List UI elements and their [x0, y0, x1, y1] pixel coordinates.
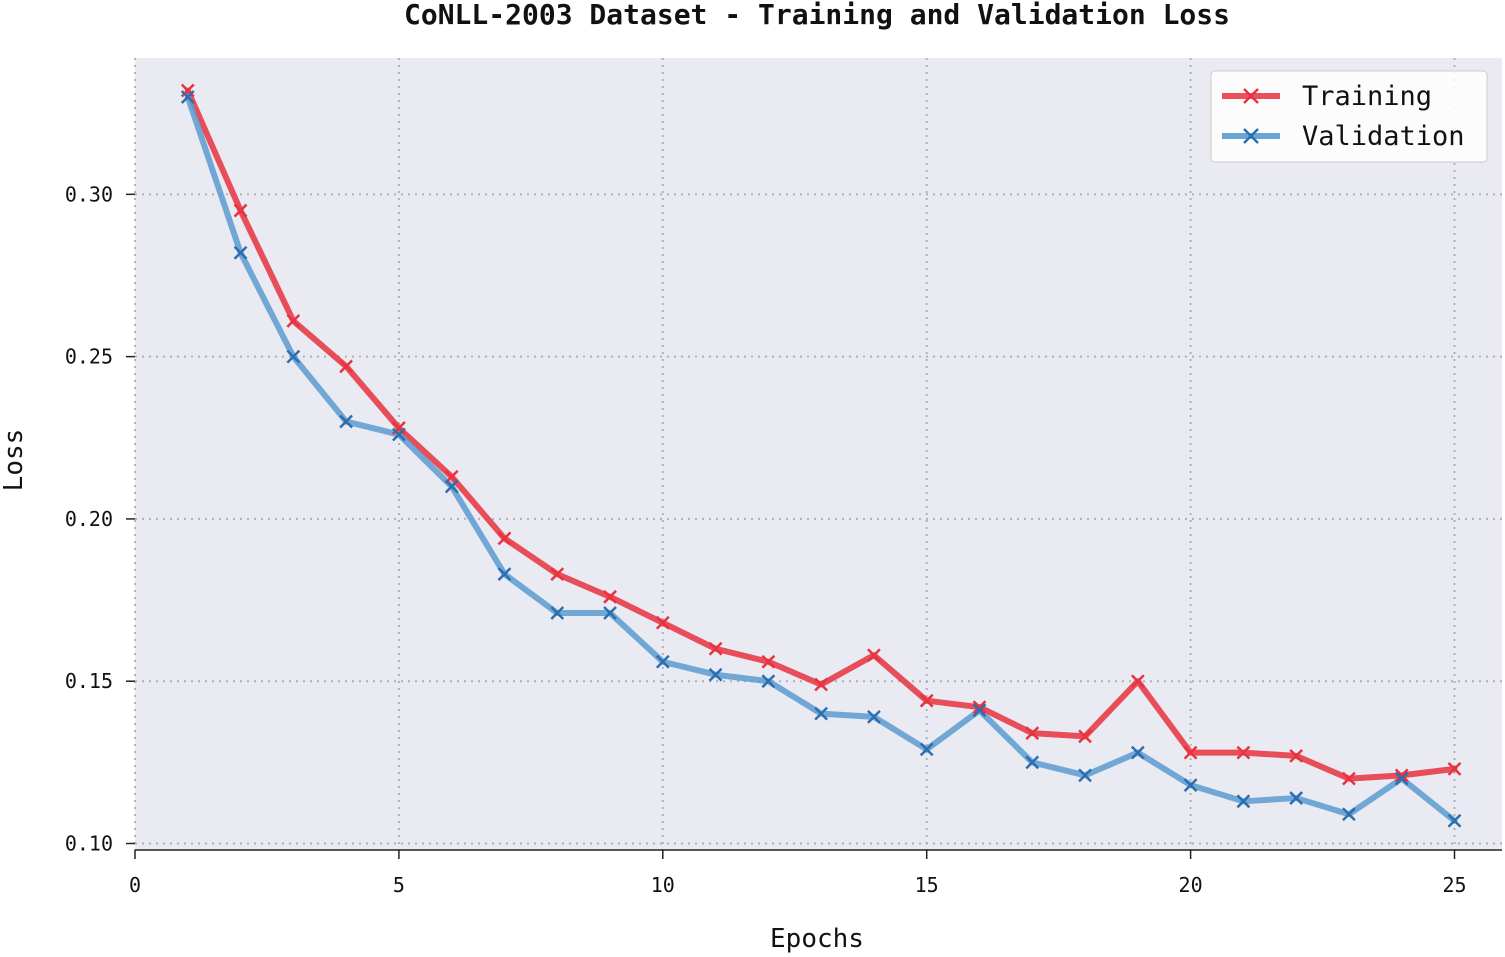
data-point-validation	[550, 606, 565, 620]
data-point-validation	[708, 667, 723, 682]
legend-training-marker	[1243, 88, 1259, 104]
legend-training-label: Training	[1302, 81, 1432, 112]
x-axis-label: Epochs	[770, 924, 864, 954]
legend-validation-marker	[1243, 128, 1259, 144]
data-point-validation	[919, 742, 934, 757]
data-point-validation	[180, 90, 195, 104]
data-point-training	[761, 654, 776, 669]
data-point-training	[708, 641, 723, 656]
data-point-validation	[972, 703, 987, 718]
data-point-training	[972, 700, 987, 715]
data-point-validation	[761, 674, 776, 689]
axes: 0 5 10 15 20 25 0.10 0.15 0.20 0.25 0.30	[65, 182, 1502, 897]
y-tick-label: 0.30	[65, 182, 113, 206]
data-point-validation	[1289, 791, 1304, 805]
data-point-validation	[1394, 771, 1409, 786]
data-point-training	[1025, 726, 1040, 741]
y-tick-label: 0.25	[65, 345, 113, 369]
data-point-training	[655, 615, 670, 630]
data-point-training	[1289, 748, 1304, 763]
data-point-validation	[1447, 813, 1462, 828]
chart-title: CoNLL-2003 Dataset - Training and Valida…	[404, 0, 1230, 31]
data-point-validation	[497, 567, 512, 581]
data-point-training	[1447, 761, 1462, 776]
data-point-training	[1078, 729, 1092, 744]
data-point-validation	[1130, 745, 1145, 760]
y-axis-label: Loss	[0, 429, 29, 492]
x-tick-label: 10	[651, 873, 675, 897]
data-point-training	[233, 203, 248, 218]
data-point-validation	[233, 245, 248, 260]
plot-area	[135, 58, 1502, 850]
x-tick-label: 5	[393, 873, 405, 897]
data-point-validation	[603, 606, 617, 620]
x-tick-label: 15	[915, 873, 939, 897]
data-point-validation	[392, 427, 406, 442]
y-tick-label: 0.10	[65, 832, 113, 856]
y-tick-label: 0.15	[65, 669, 113, 693]
data-point-validation	[1078, 768, 1092, 783]
data-point-validation	[286, 349, 301, 364]
data-point-training	[1130, 674, 1145, 689]
data-point-validation	[339, 414, 354, 429]
data-point-validation	[1342, 807, 1356, 822]
grid	[134, 58, 1502, 850]
data-point-training	[814, 677, 829, 692]
data-point-training	[603, 589, 617, 604]
data-point-training	[1342, 771, 1356, 786]
data-point-training	[1183, 745, 1198, 760]
series	[180, 83, 1462, 828]
data-point-training	[919, 693, 934, 708]
data-point-validation	[1183, 778, 1198, 792]
x-tick-label: 0	[129, 873, 141, 897]
legend: Training Validation	[1210, 70, 1488, 163]
x-tick-label: 20	[1179, 873, 1203, 897]
data-point-validation	[814, 706, 829, 721]
data-point-validation	[1236, 794, 1251, 809]
data-point-training	[339, 359, 354, 374]
data-point-validation	[1025, 755, 1040, 770]
data-point-training	[867, 648, 881, 663]
data-point-training	[1236, 745, 1251, 760]
data-point-training	[550, 567, 565, 581]
data-point-validation	[655, 654, 670, 669]
data-point-training	[1394, 768, 1409, 783]
x-tick-label: 25	[1442, 873, 1466, 897]
data-point-training	[497, 531, 512, 546]
legend-validation-label: Validation	[1302, 121, 1465, 152]
y-tick-label: 0.20	[65, 507, 113, 531]
data-point-validation	[444, 479, 459, 494]
data-point-validation	[867, 710, 881, 724]
data-point-training	[286, 314, 301, 328]
